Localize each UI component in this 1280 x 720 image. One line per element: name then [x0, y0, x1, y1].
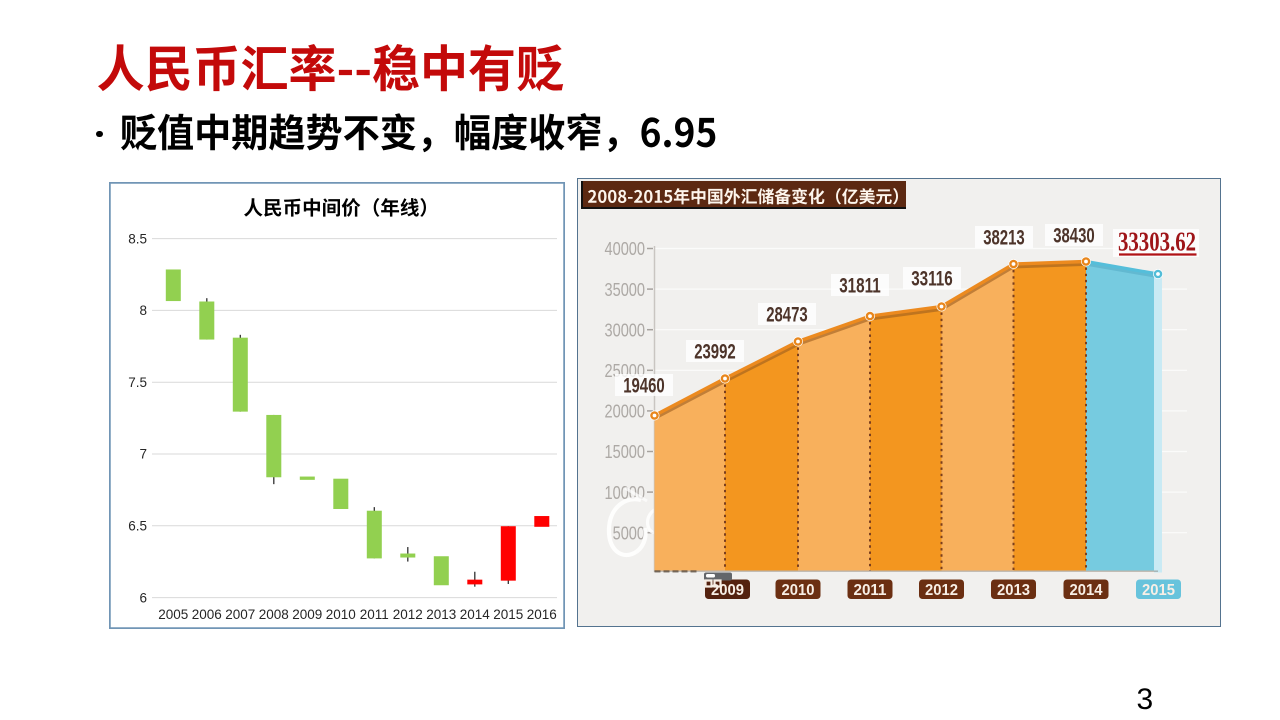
svg-text:2009: 2009	[292, 607, 322, 622]
svg-text:5000: 5000	[613, 522, 645, 543]
svg-text:2014: 2014	[1070, 582, 1103, 599]
svg-text:23992: 23992	[694, 340, 736, 363]
svg-text:2014: 2014	[460, 607, 491, 622]
svg-text:6: 6	[139, 590, 147, 605]
svg-text:33303.62: 33303.62	[1118, 226, 1196, 256]
svg-text:2013: 2013	[997, 582, 1030, 599]
svg-text:2016: 2016	[527, 607, 557, 622]
svg-text:2012: 2012	[393, 607, 423, 622]
svg-text:2008: 2008	[259, 607, 289, 622]
svg-text:38430: 38430	[1053, 224, 1095, 247]
svg-text:2010: 2010	[782, 582, 815, 599]
svg-text:38213: 38213	[983, 226, 1024, 249]
svg-text:2006: 2006	[192, 607, 222, 622]
svg-text:6.5: 6.5	[128, 518, 147, 533]
svg-text:8.5: 8.5	[128, 231, 147, 246]
svg-text:2011: 2011	[854, 582, 887, 599]
svg-text:40000: 40000	[605, 238, 646, 259]
svg-text:2007: 2007	[225, 607, 255, 622]
svg-text:2015: 2015	[1142, 582, 1175, 599]
svg-text:28473: 28473	[766, 303, 808, 326]
svg-text:15000: 15000	[605, 441, 646, 462]
svg-text:2013: 2013	[426, 607, 456, 622]
svg-text:2012: 2012	[925, 582, 958, 599]
svg-text:7: 7	[139, 446, 147, 461]
svg-text:30000: 30000	[605, 319, 646, 340]
svg-text:7.5: 7.5	[128, 374, 147, 389]
svg-text:2010: 2010	[326, 607, 356, 622]
svg-text:2011: 2011	[360, 607, 389, 622]
svg-text:31811: 31811	[839, 274, 881, 297]
svg-text:19460: 19460	[623, 374, 665, 397]
svg-text:20000: 20000	[605, 400, 646, 421]
svg-text:2009: 2009	[711, 582, 744, 599]
svg-text:35000: 35000	[605, 278, 646, 299]
svg-text:2015: 2015	[493, 607, 523, 622]
svg-text:33116: 33116	[911, 267, 953, 290]
svg-text:8: 8	[139, 303, 147, 318]
svg-text:2005: 2005	[158, 607, 188, 622]
